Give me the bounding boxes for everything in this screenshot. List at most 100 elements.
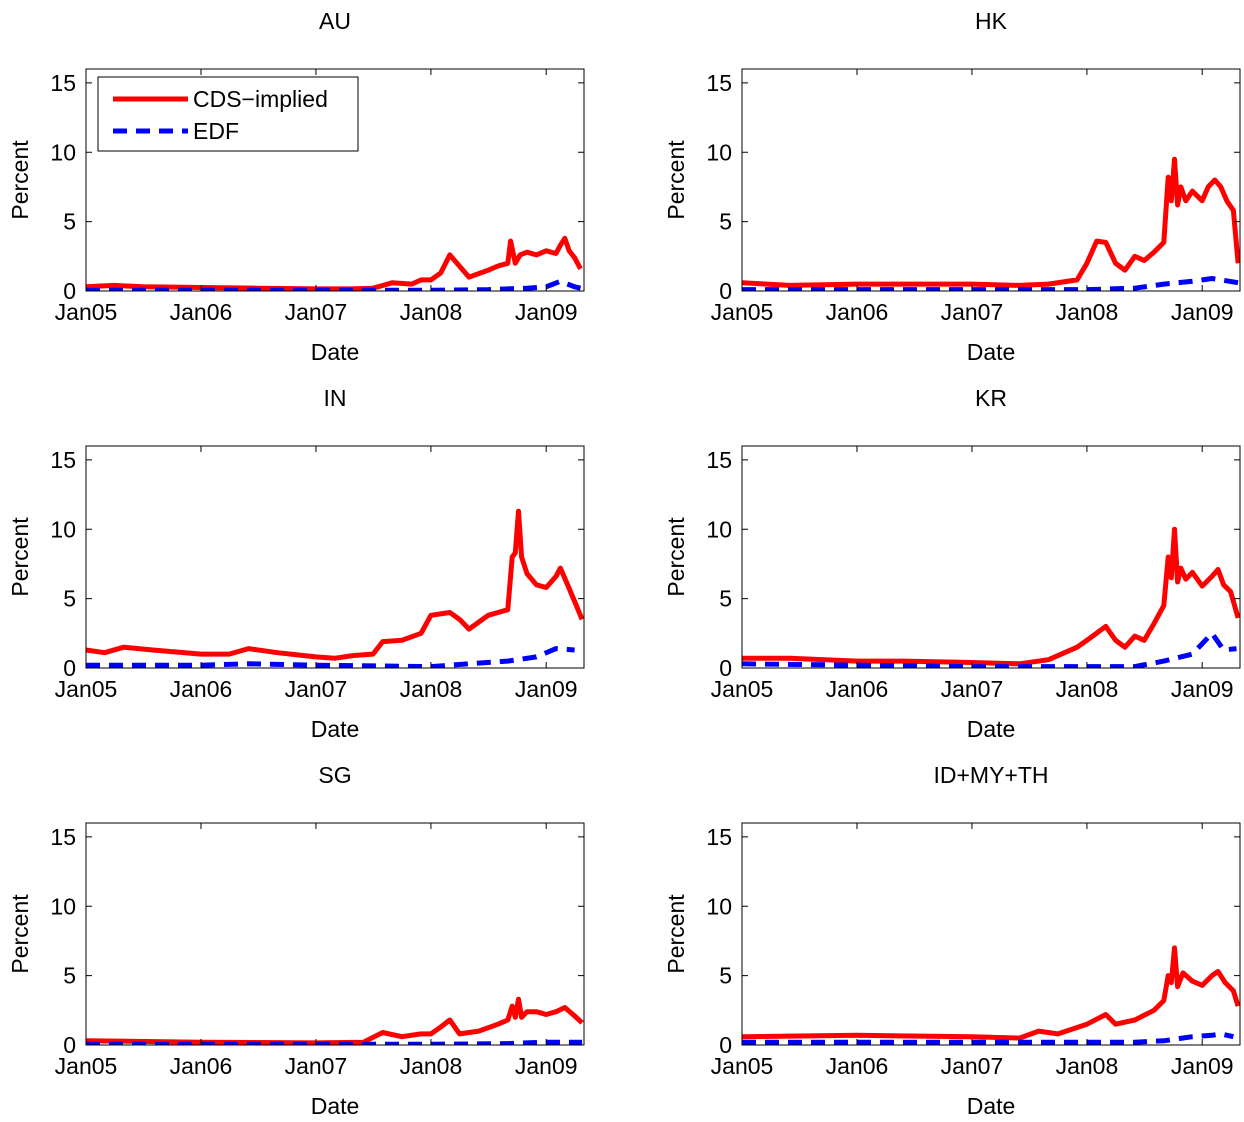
series-line-cds-implied: [742, 945, 1240, 1041]
y-axis-label: Percent: [663, 517, 689, 597]
panel-3: KR 0 5 10 15 Jan05 Jan06 Jan07 Jan08 Jan09 Date Per…: [663, 385, 1241, 742]
x-tick-label: Jan05: [55, 299, 118, 325]
series-line-edf: [742, 276, 1239, 291]
series-line-cds-implied: [86, 508, 584, 661]
x-tick-label: Jan05: [55, 676, 118, 702]
y-axis-label: Percent: [663, 894, 689, 974]
x-tick-label: Jan07: [285, 299, 348, 325]
y-tick-label: 15: [50, 824, 76, 850]
panel-0: AU 0 5 10 15 Jan05 Jan06 Jan07 Jan08 Jan09 Date Per…: [7, 8, 585, 365]
panel-title: KR: [975, 385, 1007, 411]
plot-area: [85, 68, 585, 292]
legend-box: [97, 76, 359, 152]
x-tick-label: Jan06: [170, 1053, 233, 1079]
x-tick-label: Jan09: [515, 299, 578, 325]
y-tick-label: 10: [706, 139, 732, 165]
y-tick-label: 5: [63, 586, 76, 612]
x-tick-label: Jan06: [170, 299, 233, 325]
x-tick-label: Jan08: [1056, 676, 1119, 702]
x-tick-label: Jan09: [515, 676, 578, 702]
x-tick-label: Jan09: [515, 1053, 578, 1079]
y-tick-label: 5: [63, 209, 76, 235]
x-tick-label: Jan07: [285, 676, 348, 702]
x-tick-label: Jan05: [55, 1053, 118, 1079]
y-tick-label: 0: [719, 655, 732, 681]
panel-title: SG: [318, 762, 351, 788]
y-tick-label: 10: [50, 139, 76, 165]
y-tick-label: 15: [50, 70, 76, 96]
x-tick-label: Jan08: [400, 1053, 463, 1079]
x-axis-label: Date: [311, 716, 360, 742]
y-tick-label: 0: [63, 655, 76, 681]
legend-label: CDS−implied: [193, 86, 328, 112]
panel-4: SG 0 5 10 15 Jan05 Jan06 Jan07 Jan08 Jan09 Date Per…: [7, 762, 585, 1119]
series-line-cds-implied: [86, 235, 583, 291]
panel-title: ID+MY+TH: [933, 762, 1048, 788]
y-tick-label: 15: [706, 70, 732, 96]
series-line-edf: [742, 630, 1237, 668]
y-tick-label: 10: [50, 893, 76, 919]
legend-label: EDF: [193, 118, 239, 144]
x-tick-label: Jan09: [1171, 1053, 1234, 1079]
y-tick-label: 5: [719, 209, 732, 235]
x-axis-label: Date: [311, 1093, 360, 1119]
series-line-edf: [86, 278, 582, 291]
plot-area: [85, 822, 585, 1046]
y-tick-label: 5: [63, 963, 76, 989]
y-tick-label: 5: [719, 586, 732, 612]
plot-area: [741, 445, 1241, 669]
x-axis-label: Date: [967, 716, 1016, 742]
series-line-cds-implied: [742, 526, 1240, 667]
legend: CDS−implied EDF: [97, 76, 359, 152]
panel-title: HK: [975, 8, 1008, 34]
y-tick-label: 5: [719, 963, 732, 989]
x-tick-label: Jan07: [941, 1053, 1004, 1079]
x-tick-label: Jan07: [941, 299, 1004, 325]
x-tick-label: Jan06: [826, 1053, 889, 1079]
x-tick-label: Jan08: [400, 299, 463, 325]
series-line-edf: [86, 646, 575, 668]
y-tick-label: 15: [50, 447, 76, 473]
series-line-edf: [742, 1031, 1234, 1045]
x-tick-label: Jan08: [400, 676, 463, 702]
panel-2: IN 0 5 10 15 Jan05 Jan06 Jan07 Jan08 Jan09 Date Per…: [7, 385, 585, 742]
x-axis-label: Date: [967, 339, 1016, 365]
panel-title: AU: [319, 8, 351, 34]
x-tick-label: Jan08: [1056, 1053, 1119, 1079]
plot-area: [85, 445, 585, 669]
x-tick-label: Jan06: [826, 299, 889, 325]
y-tick-label: 0: [63, 1032, 76, 1058]
y-axis-label: Percent: [7, 140, 33, 220]
y-axis-label: Percent: [663, 140, 689, 220]
y-axis-label: Percent: [7, 517, 33, 597]
x-axis-label: Date: [967, 1093, 1016, 1119]
y-tick-label: 0: [719, 278, 732, 304]
series-line-cds-implied: [742, 156, 1240, 288]
x-tick-label: Jan07: [285, 1053, 348, 1079]
x-tick-label: Jan09: [1171, 299, 1234, 325]
panel-title: IN: [324, 385, 347, 411]
x-tick-label: Jan06: [170, 676, 233, 702]
plot-area: [741, 822, 1241, 1046]
x-tick-label: Jan05: [711, 1053, 774, 1079]
x-tick-label: Jan06: [826, 676, 889, 702]
y-tick-label: 10: [50, 516, 76, 542]
y-tick-label: 0: [63, 278, 76, 304]
y-tick-label: 10: [706, 893, 732, 919]
y-tick-label: 10: [706, 516, 732, 542]
series-line-cds-implied: [86, 996, 584, 1045]
x-tick-label: Jan05: [711, 299, 774, 325]
panel-1: HK 0 5 10 15 Jan05 Jan06 Jan07 Jan08 Jan09 Date Per…: [663, 8, 1241, 365]
plot-area: [741, 68, 1241, 292]
y-tick-label: 0: [719, 1032, 732, 1058]
x-tick-label: Jan05: [711, 676, 774, 702]
x-axis-label: Date: [311, 339, 360, 365]
x-tick-label: Jan07: [941, 676, 1004, 702]
y-axis-label: Percent: [7, 894, 33, 974]
x-tick-label: Jan09: [1171, 676, 1234, 702]
panel-5: ID+MY+TH 0 5 10 15 Jan05 Jan06 Jan07 Jan08 Jan09 D…: [663, 762, 1241, 1119]
y-tick-label: 15: [706, 824, 732, 850]
x-tick-label: Jan08: [1056, 299, 1119, 325]
y-tick-label: 15: [706, 447, 732, 473]
